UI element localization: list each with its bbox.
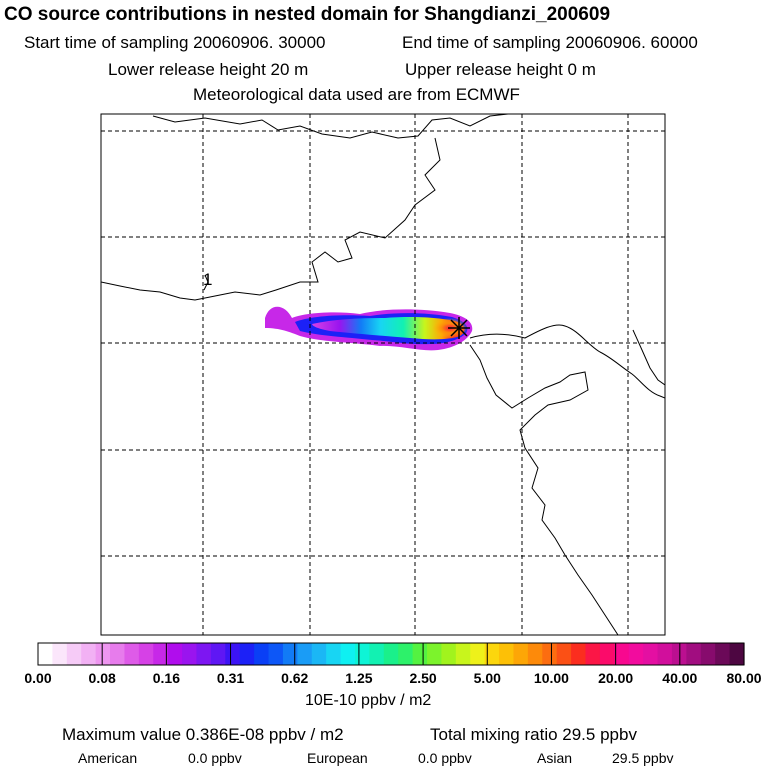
colorbar-tick-label: 0.31 <box>216 670 245 686</box>
colorbar-swatch <box>182 643 198 665</box>
colorbar-swatch <box>239 643 255 665</box>
colorbar-swatch <box>369 643 385 665</box>
lat-lon-grid <box>101 114 665 635</box>
upper-height-label: Upper release height 0 m <box>405 60 596 79</box>
colorbar-swatch <box>383 643 399 665</box>
colorbar-swatch <box>470 643 486 665</box>
colorbar-swatch <box>138 643 154 665</box>
plume <box>265 306 473 351</box>
colorbar-swatch <box>66 643 82 665</box>
max-value-label: Maximum value 0.386E-08 ppbv / m2 <box>62 725 344 744</box>
colorbar-swatch <box>398 643 414 665</box>
country-borders <box>101 114 665 635</box>
colorbar-tick-label: 40.00 <box>662 670 698 686</box>
colorbar-swatch <box>124 643 140 665</box>
european-label: European <box>307 750 368 766</box>
colorbar-swatch <box>614 643 630 665</box>
receptor-marker <box>448 317 470 339</box>
met-data-label: Meteorological data used are from ECMWF <box>193 85 520 104</box>
american-label: American <box>78 750 138 766</box>
chart-title: CO source contributions in nested domain… <box>4 4 611 25</box>
colorbar-swatch <box>715 643 731 665</box>
colorbar-swatch <box>729 643 745 665</box>
colorbar-swatch <box>167 643 183 665</box>
colorbar-swatch <box>52 643 68 665</box>
colorbar-swatch <box>354 643 370 665</box>
map-frame <box>100 113 666 636</box>
colorbar-frame <box>37 642 745 666</box>
asian-label: Asian <box>537 750 573 766</box>
colorbar-swatch <box>196 643 212 665</box>
colorbar-units: 10E-10 ppbv / m2 <box>305 692 432 709</box>
colorbar-swatch <box>427 643 443 665</box>
colorbar-swatch <box>297 643 313 665</box>
colorbar-swatch <box>585 643 601 665</box>
asian-value: 29.5 ppbv <box>612 750 674 766</box>
colorbar-swatch <box>153 643 169 665</box>
colorbar-swatch <box>326 643 342 665</box>
colorbar-swatch <box>556 643 572 665</box>
colorbar-swatch <box>311 643 327 665</box>
lower-height-label: Lower release height 20 m <box>108 60 309 79</box>
colorbar-swatch <box>282 643 298 665</box>
colorbar-tick-label: 10.00 <box>533 670 569 686</box>
colorbar-swatch <box>484 643 500 665</box>
colorbar-swatch <box>340 643 356 665</box>
colorbar-tick-label: 2.50 <box>409 670 437 686</box>
colorbar-swatch <box>628 643 644 665</box>
colorbar-swatch <box>95 643 111 665</box>
colorbar-swatch <box>686 643 702 665</box>
colorbar-swatch <box>599 643 615 665</box>
colorbar-swatch <box>254 643 270 665</box>
colorbar-tick-label: 80.00 <box>726 670 762 686</box>
colorbar-swatch <box>110 643 126 665</box>
total-mixing-label: Total mixing ratio 29.5 ppbv <box>430 725 637 744</box>
colorbar-tick-label: 20.00 <box>598 670 634 686</box>
colorbar-swatch <box>700 643 716 665</box>
colorbar-swatch <box>499 643 515 665</box>
colorbar-tick-label: 0.16 <box>152 670 180 686</box>
colorbar-swatch <box>225 643 241 665</box>
colorbar-tick-label: 1.25 <box>345 670 373 686</box>
colorbar-swatch <box>412 643 428 665</box>
end-time-label: End time of sampling 20060906. 60000 <box>402 33 698 52</box>
colorbar-tick-label: 0.00 <box>24 670 52 686</box>
colorbar-swatch <box>268 643 284 665</box>
colorbar-swatch <box>527 643 543 665</box>
map-annotation: 1 <box>203 270 213 289</box>
colorbar-swatch <box>542 643 558 665</box>
colorbar-tick-label: 5.00 <box>473 670 501 686</box>
american-value: 0.0 ppbv <box>188 750 242 766</box>
colorbar-swatch <box>455 643 471 665</box>
colorbar-swatch <box>38 643 54 665</box>
colorbar-swatch <box>441 643 457 665</box>
colorbar <box>37 642 745 666</box>
european-value: 0.0 ppbv <box>418 750 472 766</box>
colorbar-swatch <box>513 643 529 665</box>
colorbar-swatch <box>657 643 673 665</box>
colorbar-swatch <box>571 643 587 665</box>
colorbar-swatch <box>210 643 226 665</box>
colorbar-tick-label: 0.08 <box>88 670 116 686</box>
colorbar-swatch <box>643 643 659 665</box>
start-time-label: Start time of sampling 20060906. 30000 <box>24 33 326 52</box>
colorbar-swatch <box>81 643 97 665</box>
colorbar-tick-label: 0.62 <box>281 670 309 686</box>
plume-core <box>312 317 465 340</box>
